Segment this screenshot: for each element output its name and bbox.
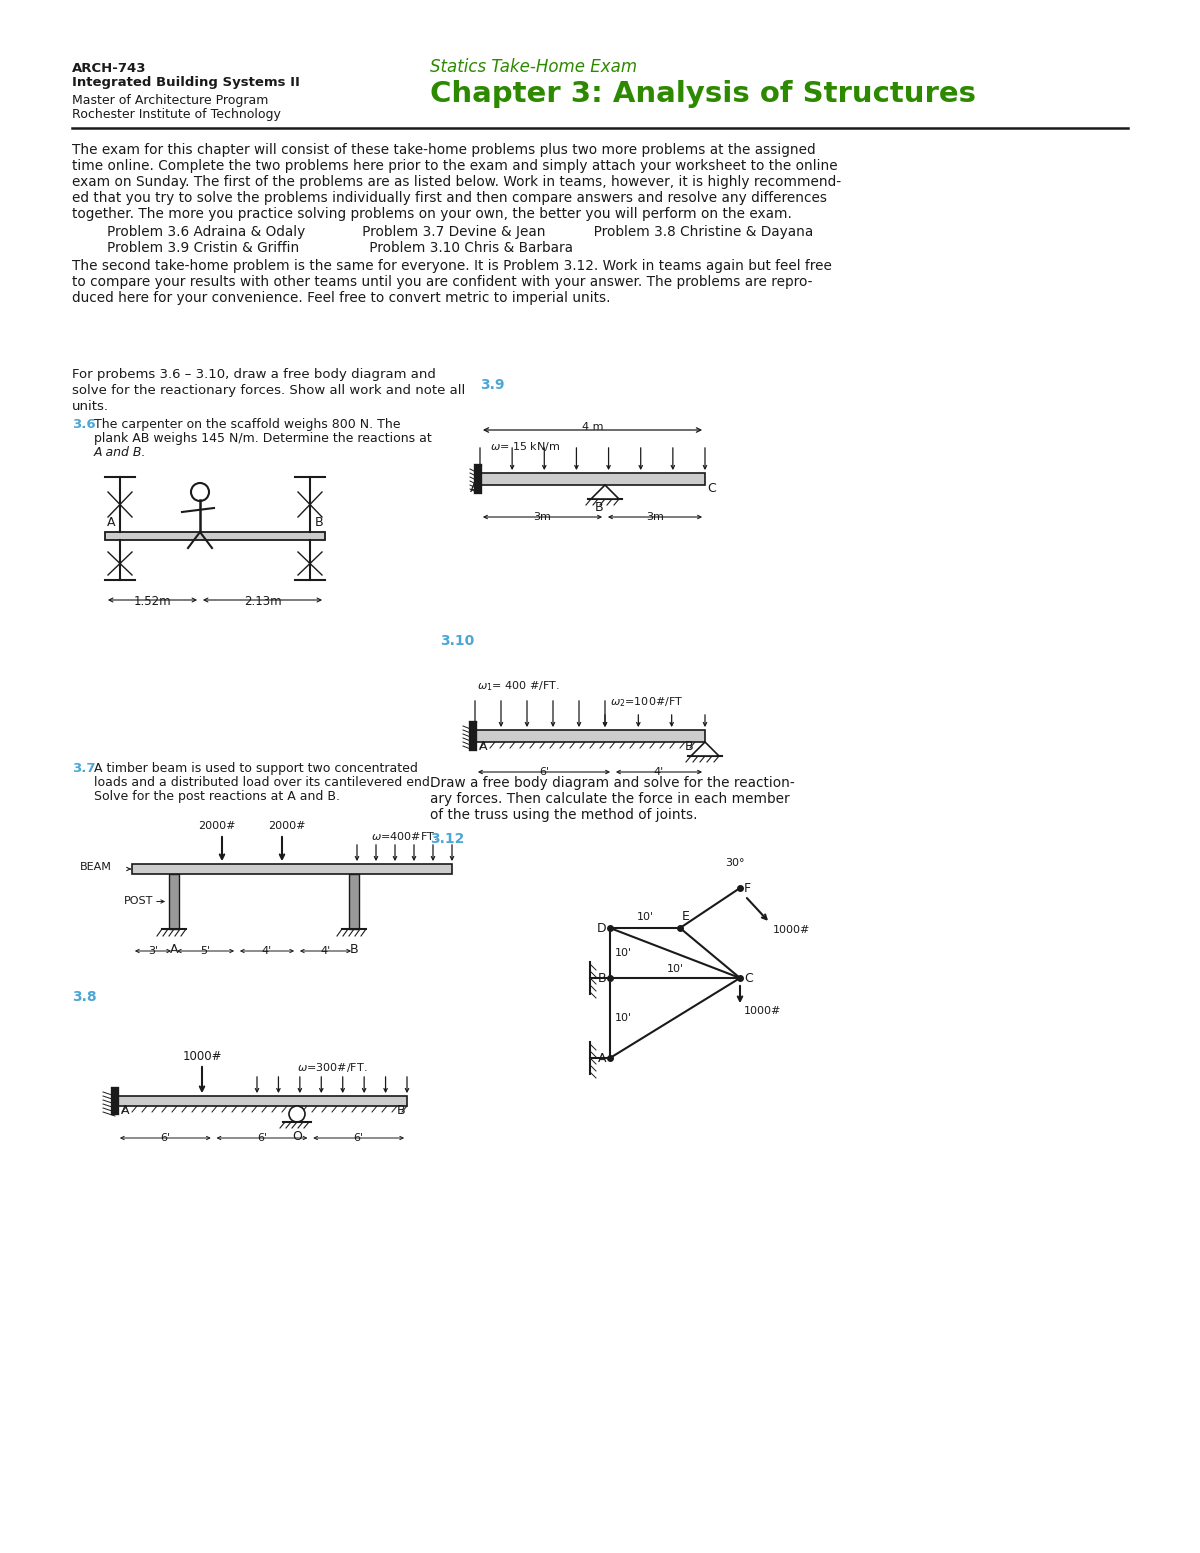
Text: $\omega$=400#FT.: $\omega$=400#FT.: [371, 829, 438, 842]
Text: For probems 3.6 – 3.10, draw a free body diagram and: For probems 3.6 – 3.10, draw a free body…: [72, 368, 436, 380]
Text: $\omega_2$=100#/FT: $\omega_2$=100#/FT: [610, 696, 684, 708]
Text: together. The more you practice solving problems on your own, the better you wil: together. The more you practice solving …: [72, 207, 792, 221]
Text: 1000#: 1000#: [744, 1006, 781, 1016]
Text: B: B: [349, 943, 359, 957]
Text: of the truss using the method of joints.: of the truss using the method of joints.: [430, 808, 697, 822]
Text: B: B: [594, 502, 604, 514]
Text: ed that you try to solve the problems individually first and then compare answer: ed that you try to solve the problems in…: [72, 191, 827, 205]
Text: 2.13m: 2.13m: [244, 595, 281, 609]
Text: 3.8: 3.8: [72, 989, 97, 1003]
Text: ary forces. Then calculate the force in each member: ary forces. Then calculate the force in …: [430, 792, 790, 806]
Bar: [349, 874, 359, 929]
Text: 6': 6': [539, 767, 550, 776]
Text: 1000#: 1000#: [182, 1050, 222, 1062]
Text: A: A: [107, 516, 115, 530]
Text: $\omega$=300#/FT.: $\omega$=300#/FT.: [296, 1061, 367, 1075]
Text: 3.10: 3.10: [440, 634, 474, 648]
Text: units.: units.: [72, 401, 109, 413]
Text: Solve for the post reactions at A and B.: Solve for the post reactions at A and B.: [94, 790, 340, 803]
Text: The second take-home problem is the same for everyone. It is Problem 3.12. Work : The second take-home problem is the same…: [72, 259, 832, 273]
Text: 10': 10': [616, 947, 632, 958]
Text: F: F: [744, 882, 751, 895]
Text: solve for the reactionary forces. Show all work and note all: solve for the reactionary forces. Show a…: [72, 384, 466, 398]
Text: E: E: [682, 910, 690, 922]
Text: B: B: [314, 516, 323, 530]
Text: 30°: 30°: [725, 857, 744, 868]
Text: 10': 10': [666, 964, 684, 974]
Text: 1.52m: 1.52m: [133, 595, 172, 609]
Text: $\omega_1$= 400 #/FT.: $\omega_1$= 400 #/FT.: [478, 679, 560, 693]
Text: time online. Complete the two problems here prior to the exam and simply attach : time online. Complete the two problems h…: [72, 158, 838, 172]
Text: 3m: 3m: [646, 512, 664, 522]
Text: 6': 6': [257, 1134, 268, 1143]
Text: POST: POST: [124, 896, 154, 907]
Bar: [132, 863, 452, 874]
Text: BEAM: BEAM: [80, 862, 112, 871]
Text: 4': 4': [262, 946, 272, 957]
Text: 6': 6': [161, 1134, 170, 1143]
Text: ARCH-743: ARCH-743: [72, 62, 146, 75]
Bar: [169, 874, 179, 929]
Text: The carpenter on the scaffold weighs 800 N. The: The carpenter on the scaffold weighs 800…: [94, 418, 401, 432]
Text: 4 m: 4 m: [582, 422, 604, 432]
Polygon shape: [691, 742, 719, 756]
Text: A: A: [121, 1104, 130, 1117]
Text: A: A: [598, 1051, 606, 1064]
Polygon shape: [592, 485, 619, 499]
Text: O: O: [292, 1131, 302, 1143]
Text: 3': 3': [148, 946, 158, 957]
Text: 2000#: 2000#: [269, 822, 306, 831]
Text: 3.6: 3.6: [72, 418, 96, 432]
Circle shape: [289, 1106, 305, 1121]
Text: 5': 5': [200, 946, 210, 957]
Text: D: D: [596, 921, 606, 935]
Text: 6': 6': [354, 1134, 364, 1143]
Text: A: A: [469, 481, 478, 494]
Text: Draw a free body diagram and solve for the reaction-: Draw a free body diagram and solve for t…: [430, 776, 794, 790]
Text: 4': 4': [654, 767, 664, 776]
Text: 4': 4': [320, 946, 331, 957]
Text: 3.12: 3.12: [430, 832, 464, 846]
Text: loads and a distributed load over its cantilevered end.: loads and a distributed load over its ca…: [94, 776, 434, 789]
Text: $\omega$= 15 kN/m: $\omega$= 15 kN/m: [490, 439, 560, 453]
Text: Integrated Building Systems II: Integrated Building Systems II: [72, 76, 300, 89]
Text: C: C: [744, 972, 752, 985]
Text: The exam for this chapter will consist of these take-home problems plus two more: The exam for this chapter will consist o…: [72, 143, 816, 157]
Text: to compare your results with other teams until you are confident with your answe: to compare your results with other teams…: [72, 275, 812, 289]
Text: B: B: [685, 739, 694, 753]
Text: 3m: 3m: [534, 512, 552, 522]
Text: Problem 3.6 Adraina & Odaly             Problem 3.7 Devine & Jean           Prob: Problem 3.6 Adraina & Odaly Problem 3.7 …: [72, 225, 814, 239]
Text: B: B: [598, 972, 606, 985]
Text: A: A: [479, 739, 487, 753]
Text: Master of Architecture Program: Master of Architecture Program: [72, 95, 269, 107]
Text: Chapter 3: Analysis of Structures: Chapter 3: Analysis of Structures: [430, 81, 976, 109]
Text: 2000#: 2000#: [198, 822, 235, 831]
Text: exam on Sunday. The first of the problems are as listed below. Work in teams, ho: exam on Sunday. The first of the problem…: [72, 175, 841, 189]
Bar: [480, 474, 706, 485]
Bar: [106, 533, 325, 540]
Text: B: B: [396, 1104, 406, 1117]
Text: C: C: [707, 481, 715, 494]
Text: 3.9: 3.9: [480, 377, 504, 391]
Bar: [475, 730, 706, 742]
Text: plank AB weighs 145 N/m. Determine the reactions at: plank AB weighs 145 N/m. Determine the r…: [94, 432, 432, 446]
Text: Rochester Institute of Technology: Rochester Institute of Technology: [72, 109, 281, 121]
Text: duced here for your convenience. Feel free to convert metric to imperial units.: duced here for your convenience. Feel fr…: [72, 290, 611, 304]
Text: 1000#: 1000#: [773, 926, 810, 935]
Text: A timber beam is used to support two concentrated: A timber beam is used to support two con…: [94, 763, 418, 775]
Text: Statics Take-Home Exam: Statics Take-Home Exam: [430, 57, 637, 76]
Text: Problem 3.9 Cristin & Griffin                Problem 3.10 Chris & Barbara: Problem 3.9 Cristin & Griffin Problem 3.…: [72, 241, 574, 255]
Text: 3.7: 3.7: [72, 763, 96, 775]
Text: A: A: [169, 943, 179, 957]
Text: 10': 10': [636, 912, 654, 922]
Text: A and B.: A and B.: [94, 446, 146, 460]
Text: 10': 10': [616, 1013, 632, 1023]
Bar: [118, 1096, 407, 1106]
